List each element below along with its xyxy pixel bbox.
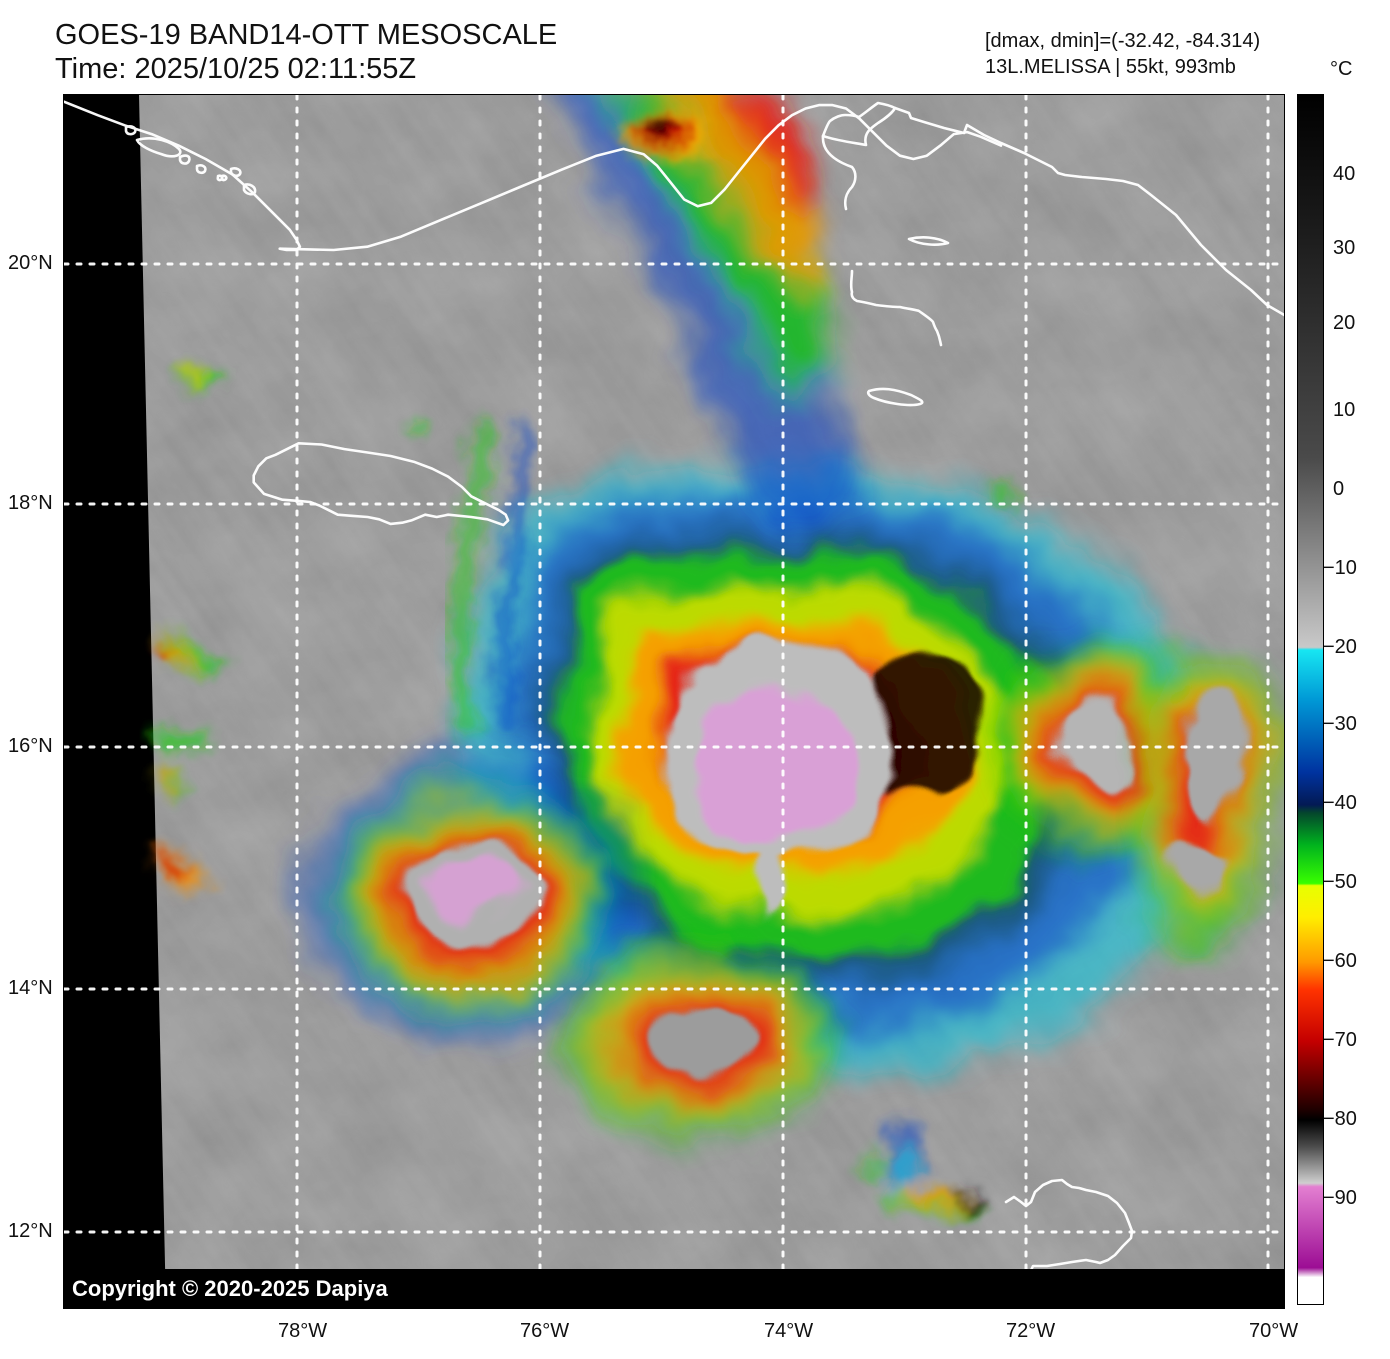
svg-text:Copyright © 2020-2025 Dapiya: Copyright © 2020-2025 Dapiya	[72, 1276, 389, 1301]
